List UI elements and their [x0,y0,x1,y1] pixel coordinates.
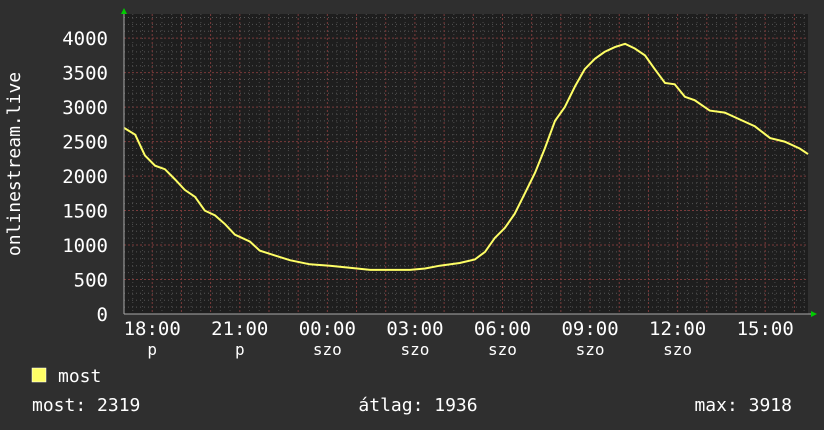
y-axis-label: onlinestream.live [4,72,25,256]
y-axis-ticks: 0 500 1000 1500 2000 2500 3000 3500 4000 [62,28,108,326]
y-tick-label: 2500 [62,132,108,154]
y-tick-label: 2000 [62,166,108,188]
y-axis-arrow-icon [121,8,127,14]
x-tick-label: 03:00 [386,318,443,340]
x-tick-day-label: p [235,340,245,359]
x-tick-day-label: szo [400,340,429,359]
y-tick-label: 0 [97,304,108,326]
x-tick-label: 09:00 [561,318,618,340]
y-tick-label: 1000 [62,235,108,257]
x-tick-day-label: szo [576,340,605,359]
x-axis-arrow-icon [811,311,817,317]
x-tick-day-label: szo [663,340,692,359]
y-tick-label: 4000 [62,28,108,50]
legend-swatch-most [31,367,47,383]
x-axis-ticks: 18:00p21:00p00:00szo03:00szo06:00szo09:0… [124,318,794,359]
stat-current: most: 2319 [32,395,140,416]
stat-max: max: 3918 [694,395,792,416]
x-tick-day-label: szo [488,340,517,359]
y-tick-label: 3500 [62,63,108,85]
x-tick-day-label: szo [313,340,342,359]
x-tick-label: 21:00 [211,318,268,340]
y-tick-label: 3000 [62,97,108,119]
x-tick-label: 15:00 [737,318,794,340]
x-tick-label: 12:00 [649,318,706,340]
x-tick-label: 00:00 [299,318,356,340]
y-tick-label: 500 [74,270,108,292]
stat-average: átlag: 1936 [358,395,477,416]
x-tick-label: 06:00 [474,318,531,340]
y-tick-label: 1500 [62,201,108,223]
x-tick-label: 18:00 [124,318,181,340]
x-tick-day-label: p [147,340,157,359]
series-line-most [123,42,809,271]
legend-label-most: most [58,366,101,387]
plot-area [124,14,808,314]
grid [124,14,808,314]
